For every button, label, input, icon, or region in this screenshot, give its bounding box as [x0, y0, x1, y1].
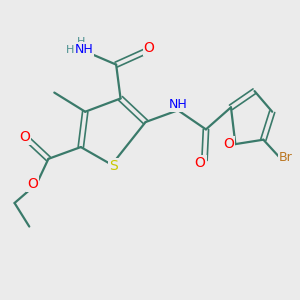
Text: NH: NH	[169, 98, 187, 111]
Text: H: H	[76, 37, 85, 47]
Text: O: O	[144, 41, 154, 55]
Text: O: O	[224, 137, 234, 151]
Text: O: O	[20, 130, 30, 144]
Text: Br: Br	[279, 151, 292, 164]
Text: S: S	[109, 159, 118, 173]
Text: NH: NH	[74, 44, 93, 56]
Text: O: O	[195, 156, 206, 170]
Text: H: H	[66, 45, 74, 55]
Text: O: O	[27, 177, 38, 191]
